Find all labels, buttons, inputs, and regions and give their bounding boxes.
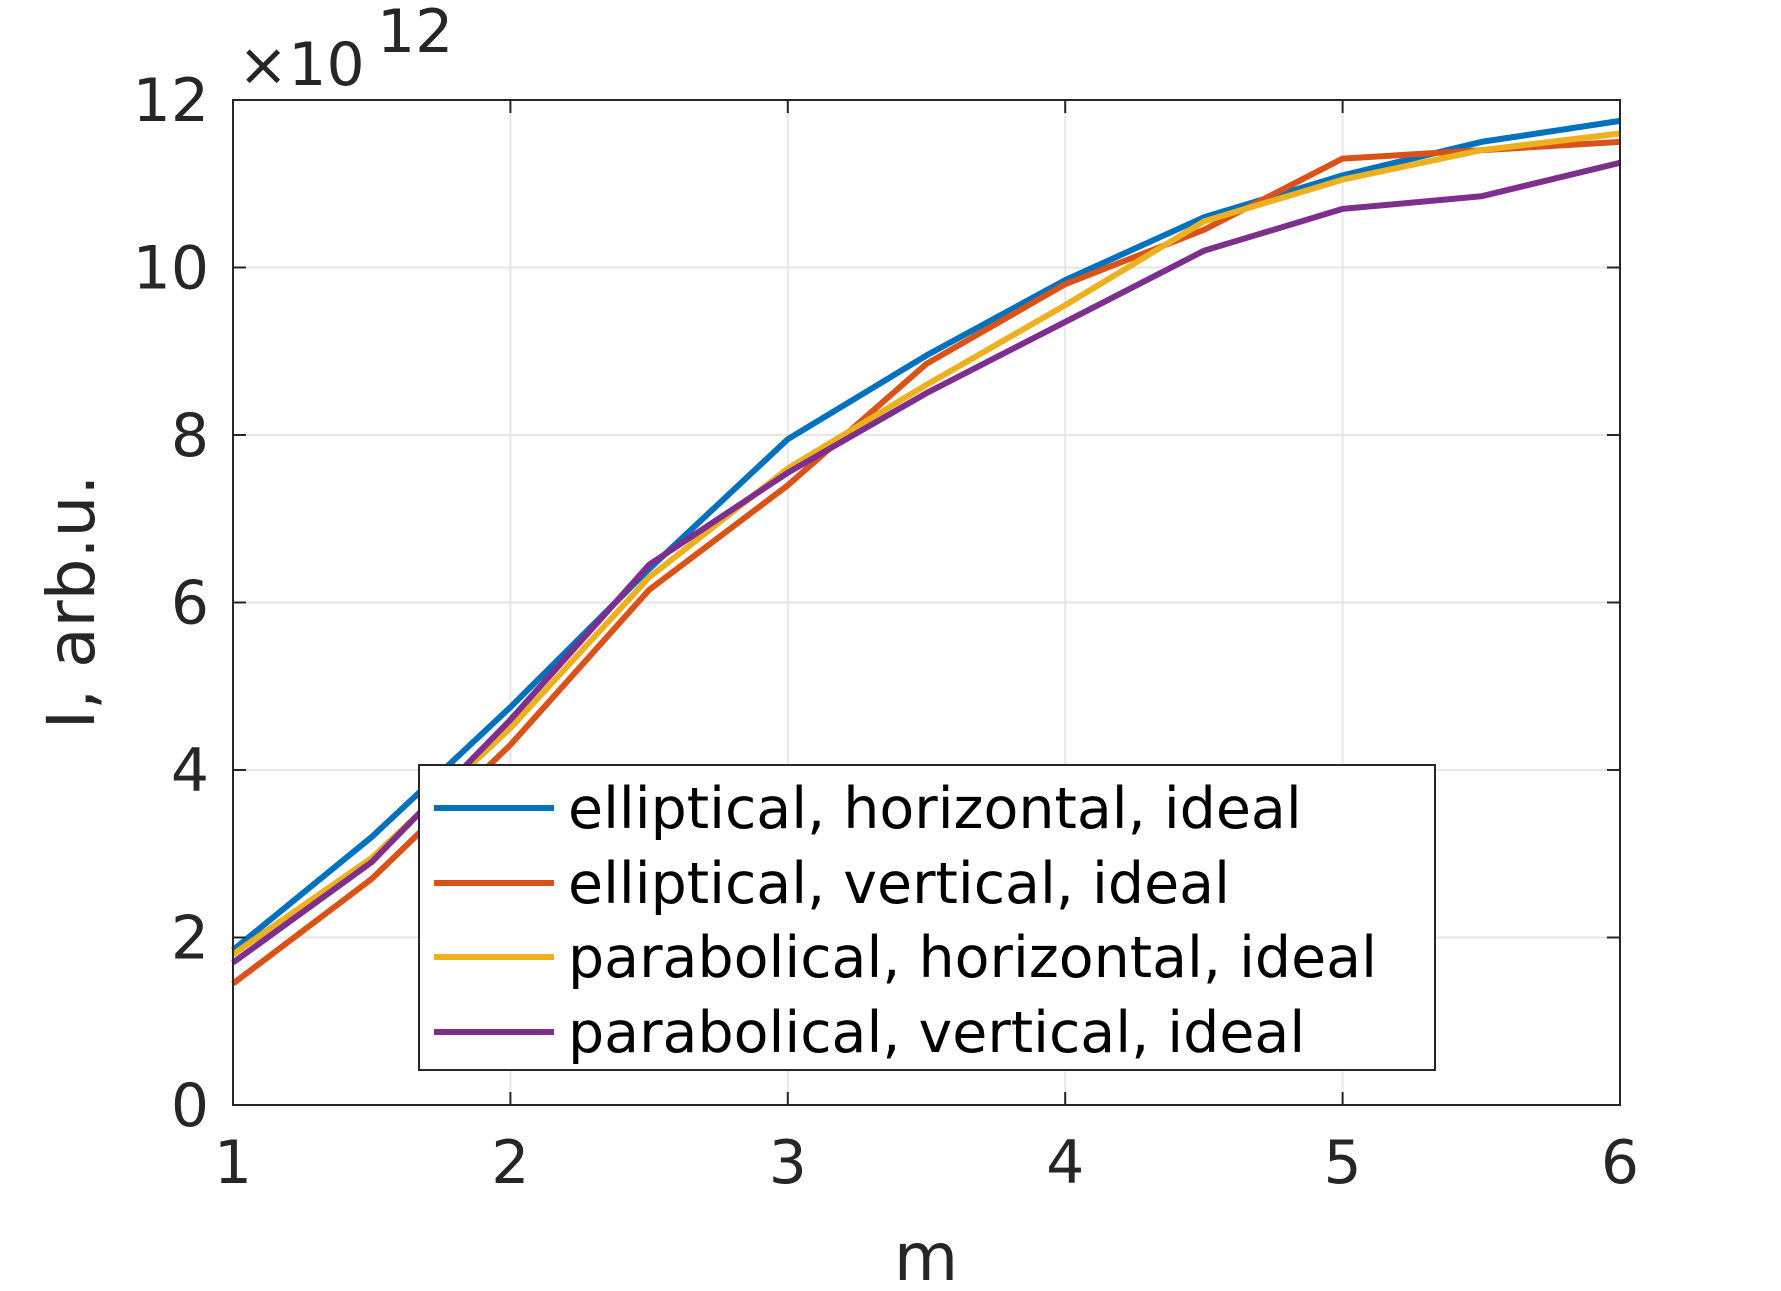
legend-label-parabolical-horizontal-ideal: parabolical, horizontal, ideal [568,925,1377,991]
x-tick-label: 1 [214,1128,252,1198]
y-multiplier: ×10 12 [238,0,453,100]
y-tick-label: 6 [171,569,209,639]
y-multiplier-exponent: 12 [377,0,453,67]
x-tick-label: 3 [769,1128,807,1198]
legend-box [418,764,1436,1071]
x-tick-label: 5 [1324,1128,1362,1198]
y-axis-label: I, arb.u. [33,475,110,730]
y-tick-label: 10 [133,234,209,304]
y-tick-label: 12 [133,66,209,136]
x-axis-label: m [894,1219,958,1291]
legend-label-elliptical-vertical-ideal: elliptical, vertical, ideal [568,851,1230,917]
legend-label-elliptical-horizontal-ideal: elliptical, horizontal, ideal [568,776,1302,842]
legend-label-parabolical-vertical-ideal: parabolical, vertical, ideal [568,1000,1305,1066]
y-tick-label: 4 [171,736,209,806]
x-tick-label: 6 [1601,1128,1639,1198]
x-tick-label: 4 [1046,1128,1084,1198]
series-line-elliptical-horizontal-ideal [231,117,1621,953]
y-multiplier-prefix: ×10 [238,30,365,100]
legend: elliptical, horizontal, ideal elliptical,… [418,764,1436,1071]
y-tick-label: 0 [171,1071,209,1141]
y-tick-label: 2 [171,904,209,974]
x-tick-label: 2 [491,1128,529,1198]
y-tick-label: 8 [171,401,209,471]
